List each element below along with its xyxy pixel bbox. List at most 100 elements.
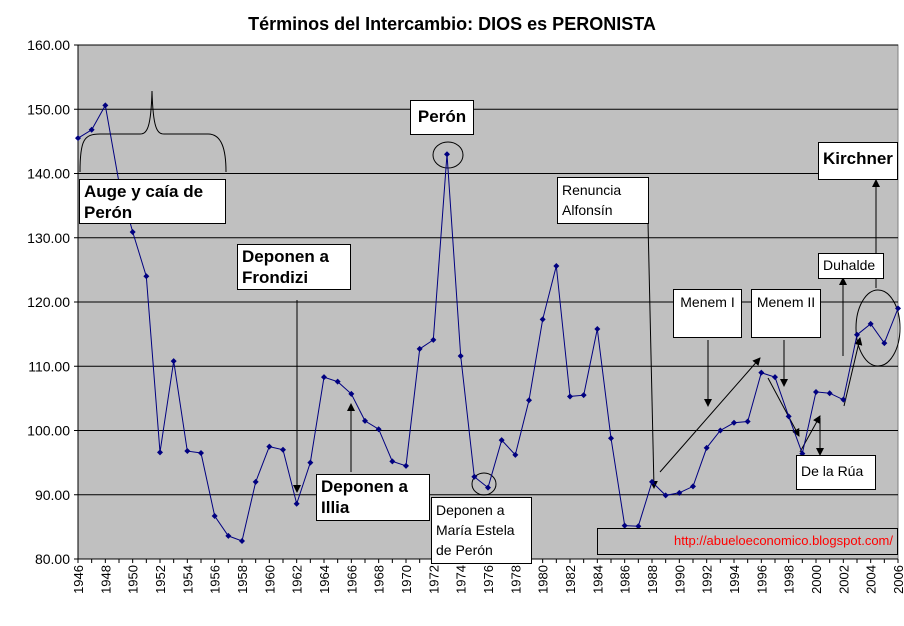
x-tick-label: 1970 bbox=[399, 565, 414, 594]
data-point bbox=[416, 345, 423, 352]
data-point bbox=[731, 419, 737, 426]
data-point bbox=[498, 437, 505, 444]
x-tick-label: 2000 bbox=[809, 565, 824, 594]
data-point bbox=[826, 390, 833, 397]
data-point bbox=[280, 446, 286, 453]
annotation-kirchner: Kirchner bbox=[818, 142, 898, 180]
x-tick-label: 1974 bbox=[454, 565, 469, 594]
data-point bbox=[170, 358, 177, 365]
y-axis-ticks: 80.00 90.00 100.00 110.00 120.00 130.00 140.00… bbox=[27, 37, 70, 567]
x-tick-label: 1980 bbox=[536, 565, 551, 594]
data-point bbox=[485, 484, 491, 491]
data-point bbox=[102, 102, 109, 109]
alfonsin-arrow bbox=[647, 221, 658, 489]
auge-brace bbox=[79, 90, 227, 173]
data-point bbox=[526, 397, 532, 404]
x-tick-label: 2002 bbox=[836, 565, 851, 594]
x-axis-ticks: 1946 1948 1950 1952 1954 1956 1958 1960 1962 1964… bbox=[71, 559, 904, 594]
x-tick-label: 2006 bbox=[891, 565, 904, 594]
x-tick-label: 1992 bbox=[700, 565, 715, 594]
x-tick-label: 1958 bbox=[235, 565, 250, 594]
data-point bbox=[348, 390, 355, 397]
annotation-illia: Deponen a Illia bbox=[316, 474, 430, 521]
data-point bbox=[662, 492, 669, 499]
isabel-circle bbox=[471, 472, 497, 496]
gridlines bbox=[74, 44, 898, 560]
data-point bbox=[143, 273, 150, 280]
data-point bbox=[471, 473, 478, 480]
x-tick-label: 1978 bbox=[508, 565, 523, 594]
y-tick-label: 160.00 bbox=[27, 37, 70, 53]
data-point bbox=[539, 316, 546, 323]
data-point bbox=[157, 449, 163, 456]
data-point bbox=[457, 352, 464, 359]
x-tick-label: 2004 bbox=[864, 565, 879, 594]
duhalde-trend-arrow bbox=[843, 337, 863, 407]
data-point bbox=[252, 478, 259, 485]
x-tick-label: 1984 bbox=[590, 565, 605, 594]
x-tick-label: 1996 bbox=[754, 565, 769, 594]
y-tick-label: 90.00 bbox=[35, 487, 70, 503]
data-point bbox=[567, 393, 573, 400]
data-point bbox=[362, 417, 368, 424]
x-tick-label: 1988 bbox=[645, 565, 660, 594]
x-tick-label: 1990 bbox=[672, 565, 687, 594]
data-point bbox=[840, 396, 847, 403]
data-point bbox=[321, 374, 327, 381]
annotation-menem2: Menem II bbox=[751, 289, 821, 338]
data-point bbox=[867, 320, 874, 327]
data-point bbox=[758, 369, 765, 376]
y-tick-label: 80.00 bbox=[35, 551, 70, 567]
data-point bbox=[430, 336, 437, 343]
data-point bbox=[266, 443, 273, 450]
x-tick-label: 1968 bbox=[372, 565, 387, 594]
y-tick-label: 130.00 bbox=[27, 230, 70, 246]
x-tick-label: 1982 bbox=[563, 565, 578, 594]
y-tick-label: 120.00 bbox=[27, 294, 70, 310]
data-point bbox=[717, 427, 724, 434]
data-point bbox=[813, 388, 819, 395]
data-point bbox=[594, 325, 601, 332]
annotation-isabel: Deponen a María Estela de Perón bbox=[431, 497, 532, 564]
x-tick-label: 1952 bbox=[153, 565, 168, 594]
annotation-menem1: Menem I bbox=[673, 289, 742, 338]
delarua-up-arrow bbox=[799, 415, 821, 453]
data-point bbox=[184, 448, 191, 455]
x-tick-label: 1966 bbox=[344, 565, 359, 594]
chart-title: Términos del Intercambio: DIOS es PERONI… bbox=[248, 14, 656, 34]
annotation-duhalde: Duhalde bbox=[818, 253, 884, 279]
menem1-trend-arrow bbox=[659, 357, 761, 473]
data-point bbox=[703, 444, 710, 451]
x-tick-label: 1946 bbox=[71, 565, 86, 594]
annotation-arrows bbox=[79, 90, 901, 496]
data-point bbox=[403, 462, 409, 469]
data-point bbox=[198, 449, 204, 456]
x-tick-label: 1950 bbox=[126, 565, 141, 594]
data-point bbox=[690, 483, 696, 490]
annotation-delarua: De la Rúa bbox=[796, 455, 876, 490]
x-tick-label: 1960 bbox=[262, 565, 277, 594]
data-point bbox=[580, 392, 587, 399]
x-tick-label: 1986 bbox=[618, 565, 633, 594]
data-point bbox=[621, 522, 628, 529]
y-tick-label: 150.00 bbox=[27, 101, 70, 117]
data-point bbox=[211, 512, 218, 519]
data-point bbox=[293, 500, 300, 507]
kirchner-circle bbox=[855, 289, 901, 367]
data-point bbox=[129, 228, 136, 235]
data-point bbox=[744, 418, 751, 425]
data-point bbox=[512, 451, 519, 458]
x-tick-label: 1994 bbox=[727, 565, 742, 594]
data-point bbox=[649, 478, 655, 485]
data-point bbox=[75, 135, 81, 142]
data-point bbox=[854, 331, 860, 338]
x-tick-label: 1972 bbox=[426, 565, 441, 594]
x-tick-label: 1956 bbox=[208, 565, 223, 594]
data-point bbox=[225, 532, 232, 539]
x-tick-label: 1998 bbox=[782, 565, 797, 594]
y-tick-label: 110.00 bbox=[28, 358, 70, 374]
x-tick-label: 1976 bbox=[481, 565, 496, 594]
data-point bbox=[785, 413, 792, 420]
menem2-trend-arrow bbox=[767, 377, 800, 437]
data-point bbox=[389, 458, 396, 465]
